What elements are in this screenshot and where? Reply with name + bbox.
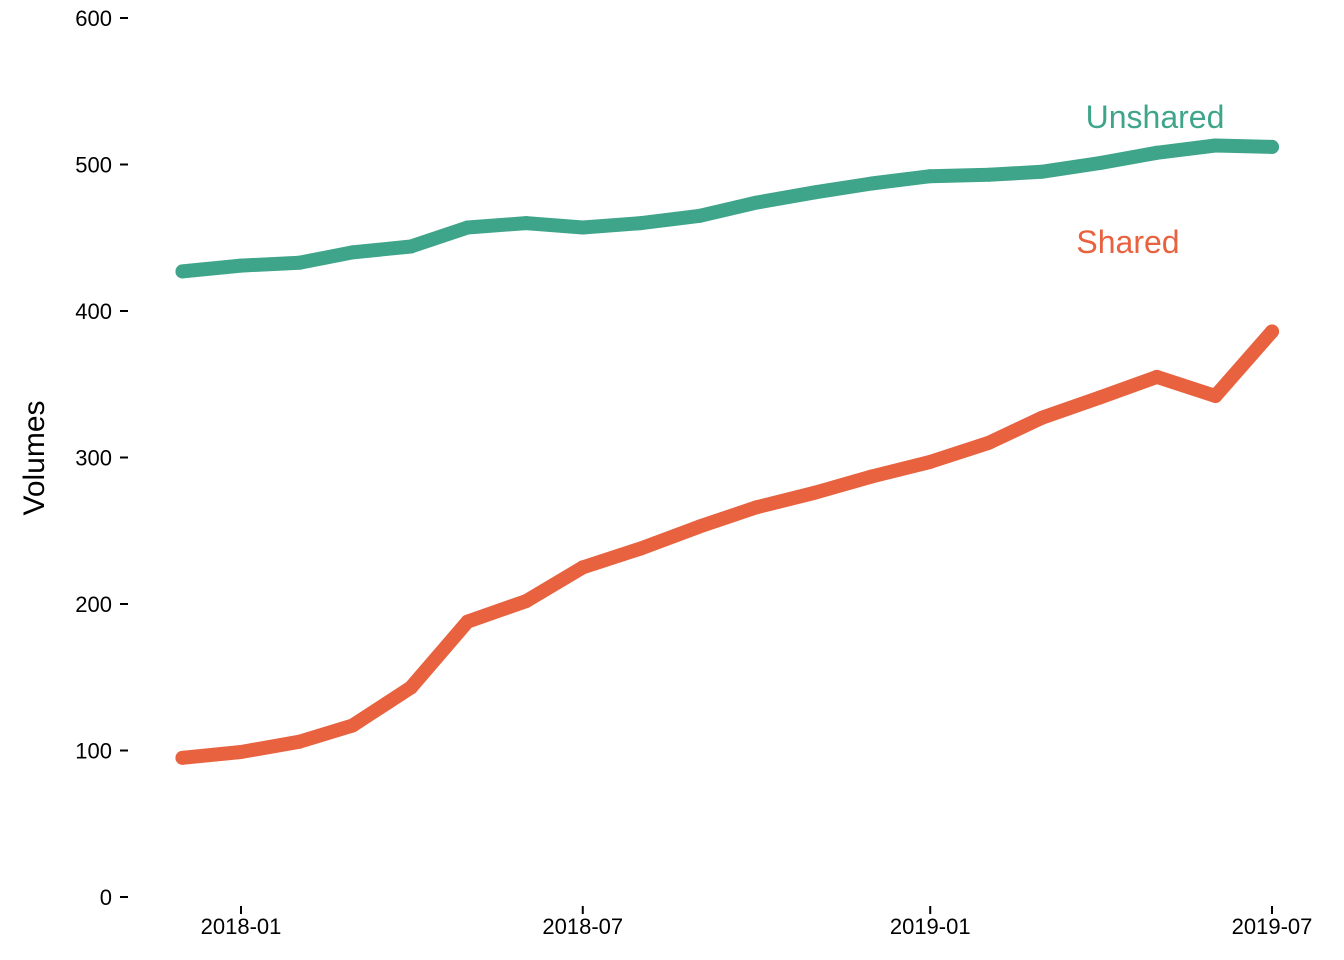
series-line-unshared [175,138,1279,279]
data-point-shared [175,750,190,765]
data-point-unshared [981,167,996,182]
x-tick-label: 2019-07 [1232,914,1313,939]
y-tick-label: 0 [100,885,112,910]
data-point-unshared [749,195,764,210]
data-point-unshared [234,258,248,273]
series-line-shared [175,324,1279,765]
data-point-unshared [1149,145,1164,160]
data-point-shared [460,614,475,629]
data-point-unshared [1093,156,1108,171]
data-point-shared [808,485,823,500]
series-lines [175,138,1279,765]
y-tick-label: 600 [75,6,112,31]
x-tick-label: 2018-01 [201,914,282,939]
data-point-shared [234,744,248,759]
data-point-unshared [1034,164,1049,179]
y-tick-label: 100 [75,739,112,764]
y-tick-label: 300 [75,446,112,471]
data-point-shared [292,734,307,749]
data-point-shared [575,560,590,575]
x-tick-label: 2018-07 [542,914,623,939]
x-tick-label: 2019-01 [890,914,971,939]
y-axis: 0 100 200 300 400 500 600 [75,6,128,910]
series-label-shared: Shared [1076,224,1179,260]
y-axis-title: Volumes [18,400,51,515]
series-label-unshared: Unshared [1086,99,1225,135]
data-point-shared [519,594,534,609]
data-point-shared [1093,390,1108,405]
data-point-shared [1208,388,1223,403]
data-point-shared [749,500,764,515]
data-point-shared [345,718,360,733]
data-point-unshared [175,264,190,279]
data-point-unshared [923,169,938,184]
data-point-unshared [864,176,879,191]
y-tick-label: 200 [75,592,112,617]
data-point-unshared [403,239,418,254]
data-point-unshared [345,245,360,260]
data-point-shared [403,680,418,695]
data-point-unshared [692,208,707,223]
data-point-unshared [519,216,534,231]
data-point-shared [1034,410,1049,425]
series-labels: Unshared Shared [1076,99,1224,260]
x-axis: 2018-01 2018-07 2019-01 2019-07 [201,906,1313,939]
data-point-unshared [575,220,590,235]
data-point-unshared [292,255,307,270]
data-point-unshared [1208,138,1223,153]
data-point-shared [923,454,938,469]
data-point-shared [1265,324,1279,339]
data-point-shared [692,519,707,534]
data-point-unshared [1265,139,1279,154]
data-point-shared [981,435,996,450]
data-point-shared [634,541,649,556]
data-point-unshared [460,220,475,235]
y-tick-label: 400 [75,299,112,324]
data-point-unshared [808,185,823,200]
data-point-shared [864,469,879,484]
y-tick-label: 500 [75,153,112,178]
data-point-unshared [634,216,649,231]
data-point-shared [1149,369,1164,384]
